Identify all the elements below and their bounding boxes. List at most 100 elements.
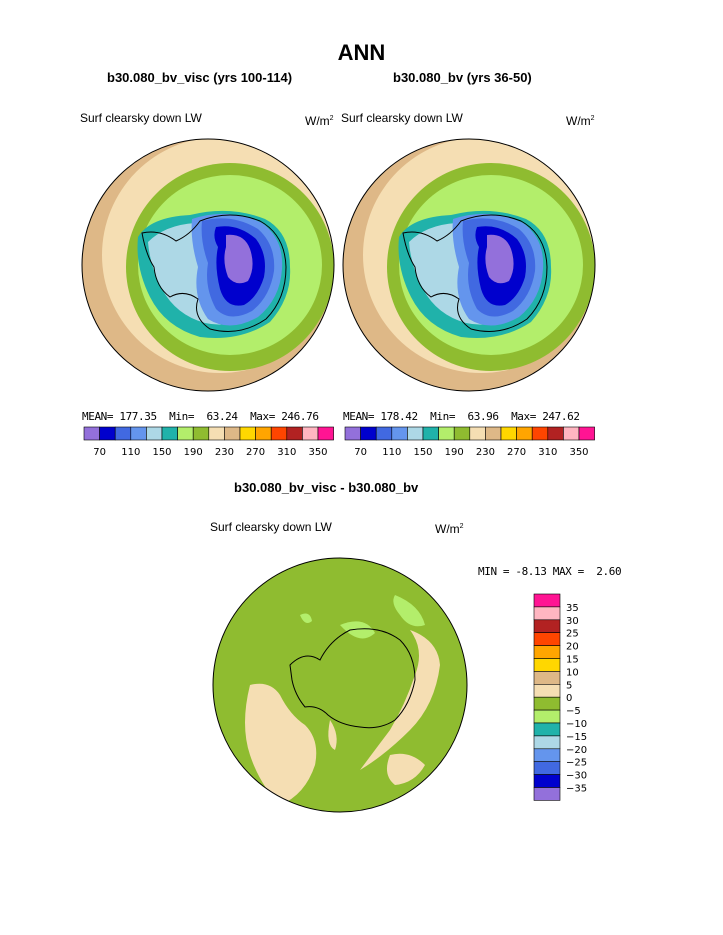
colorbar-swatch bbox=[360, 426, 377, 441]
panel1-case-title: b30.080_bv_visc (yrs 100-114) bbox=[107, 70, 293, 85]
colorbar-tick-label: −25 bbox=[566, 758, 587, 769]
colorbar-swatch bbox=[533, 593, 561, 608]
diff-units: W/m2 bbox=[435, 522, 464, 536]
diff-variable-label: Surf clearsky down LW bbox=[210, 520, 332, 534]
colorbar-tick-label: 30 bbox=[566, 616, 579, 627]
map-border bbox=[342, 138, 596, 392]
colorbar-swatch bbox=[533, 658, 561, 672]
colorbar-tick-label: 0 bbox=[566, 693, 572, 704]
colorbar-swatch bbox=[533, 645, 561, 659]
colorbar-tick-label: 10 bbox=[566, 667, 579, 678]
colorbar-swatch bbox=[563, 426, 580, 441]
colorbar-swatch bbox=[317, 426, 334, 441]
colorbar-swatch bbox=[208, 426, 225, 441]
colorbar-swatch bbox=[469, 426, 486, 441]
region-0-5 bbox=[360, 630, 440, 770]
colorbar-swatch bbox=[516, 426, 533, 441]
antarctica-coastline bbox=[402, 214, 548, 332]
colorbar-swatch bbox=[500, 426, 517, 441]
colorbar-swatch bbox=[533, 774, 561, 788]
colorbar-swatch bbox=[533, 761, 561, 775]
colorbar-tick-label: 70 bbox=[93, 447, 106, 458]
colorbar-swatch bbox=[438, 426, 455, 441]
colorbar-tick-label: −15 bbox=[566, 732, 587, 743]
colorbar-tick-label: 25 bbox=[566, 629, 579, 640]
region-minus10-minus5 bbox=[393, 595, 425, 627]
colorbar-tick-label: 70 bbox=[354, 447, 367, 458]
colorbar-swatch bbox=[239, 426, 256, 441]
panel2-variable-label: Surf clearsky down LW bbox=[341, 111, 463, 125]
colorbar-tick-label: 310 bbox=[277, 447, 296, 458]
colorbar-swatch bbox=[533, 748, 561, 763]
panel2-polar-map bbox=[342, 138, 596, 392]
colorbar-tick-label: 190 bbox=[445, 447, 464, 458]
colorbar-tick-label: 230 bbox=[215, 447, 234, 458]
colorbar-tick-label: 15 bbox=[566, 655, 579, 666]
colorbar-tick-label: 310 bbox=[538, 447, 557, 458]
colorbar-tick-label: 230 bbox=[476, 447, 495, 458]
panel1-units: W/m2 bbox=[305, 114, 334, 128]
colorbar-swatch bbox=[533, 722, 561, 737]
panel2-units: W/m2 bbox=[566, 114, 595, 128]
region-0-5 bbox=[245, 683, 317, 805]
map-border bbox=[81, 138, 335, 392]
colorbar-tick-label: 270 bbox=[246, 447, 265, 458]
colorbar-tick-label: 150 bbox=[152, 447, 171, 458]
panel2-colorbar: 70 110 150 190 230 270 310 350 bbox=[344, 426, 595, 458]
colorbar-tick-label: −30 bbox=[566, 771, 587, 782]
colorbar-swatch bbox=[578, 426, 595, 441]
region-minus10-minus5 bbox=[340, 621, 375, 639]
colorbar-swatch bbox=[286, 426, 303, 441]
colorbar-tick-label: 350 bbox=[308, 447, 327, 458]
colorbar-tick-label: 190 bbox=[184, 447, 203, 458]
page-title: ANN bbox=[337, 40, 386, 65]
region-0-5 bbox=[386, 753, 425, 785]
colorbar-swatch bbox=[533, 619, 561, 633]
colorbar-tick-label: 270 bbox=[507, 447, 526, 458]
colorbar-swatch bbox=[192, 426, 210, 441]
colorbar-swatch bbox=[453, 426, 471, 441]
colorbar-swatch bbox=[146, 426, 163, 441]
colorbar-swatch bbox=[224, 426, 241, 441]
antarctica-coastline bbox=[141, 214, 287, 332]
colorbar-tick-label: −10 bbox=[566, 719, 587, 730]
colorbar-swatch bbox=[533, 709, 561, 724]
colorbar-swatch bbox=[99, 426, 116, 441]
colorbar-swatch bbox=[270, 426, 288, 441]
diff-polar-map bbox=[212, 557, 468, 813]
diff-minmax: MIN = -8.13 MAX = 2.60 bbox=[478, 565, 622, 578]
panel2-stats: MEAN= 178.42 Min= 63.96 Max= 247.62 bbox=[343, 410, 580, 423]
panel1-colorbar: 70 110 150 190 230 270 310 350 bbox=[83, 426, 334, 458]
colorbar-swatch bbox=[391, 426, 408, 441]
panel1-polar-map bbox=[81, 138, 335, 392]
colorbar-swatch bbox=[547, 426, 564, 441]
colorbar-swatch bbox=[177, 426, 194, 441]
antarctica-coastline bbox=[289, 628, 416, 729]
colorbar-swatch bbox=[344, 426, 361, 441]
colorbar-swatch bbox=[531, 426, 549, 441]
panel1-variable-label: Surf clearsky down LW bbox=[80, 111, 202, 125]
colorbar-tick-label: 20 bbox=[566, 642, 579, 653]
region-0-5 bbox=[328, 720, 337, 750]
colorbar-tick-label: 110 bbox=[382, 447, 401, 458]
colorbar-swatch bbox=[533, 696, 561, 711]
colorbar-swatch bbox=[533, 787, 561, 801]
colorbar-swatch bbox=[485, 426, 502, 441]
colorbar-swatch bbox=[533, 632, 561, 646]
colorbar-swatch bbox=[114, 426, 132, 441]
colorbar-tick-label: 35 bbox=[566, 603, 579, 614]
colorbar-tick-label: −20 bbox=[566, 745, 587, 756]
colorbar-tick-label: −5 bbox=[566, 706, 581, 717]
panel1-stats: MEAN= 177.35 Min= 63.24 Max= 246.76 bbox=[82, 410, 319, 423]
colorbar-swatch bbox=[533, 684, 561, 698]
colorbar-swatch bbox=[375, 426, 393, 441]
colorbar-swatch bbox=[130, 426, 147, 441]
colorbar-swatch bbox=[302, 426, 319, 441]
region-minus10-minus5 bbox=[300, 613, 312, 623]
colorbar-swatch bbox=[533, 606, 561, 621]
colorbar-tick-label: −35 bbox=[566, 784, 587, 795]
colorbar-swatch bbox=[407, 426, 424, 441]
diff-title: b30.080_bv_visc - b30.080_bv bbox=[234, 480, 419, 495]
colorbar-tick-label: 110 bbox=[121, 447, 140, 458]
